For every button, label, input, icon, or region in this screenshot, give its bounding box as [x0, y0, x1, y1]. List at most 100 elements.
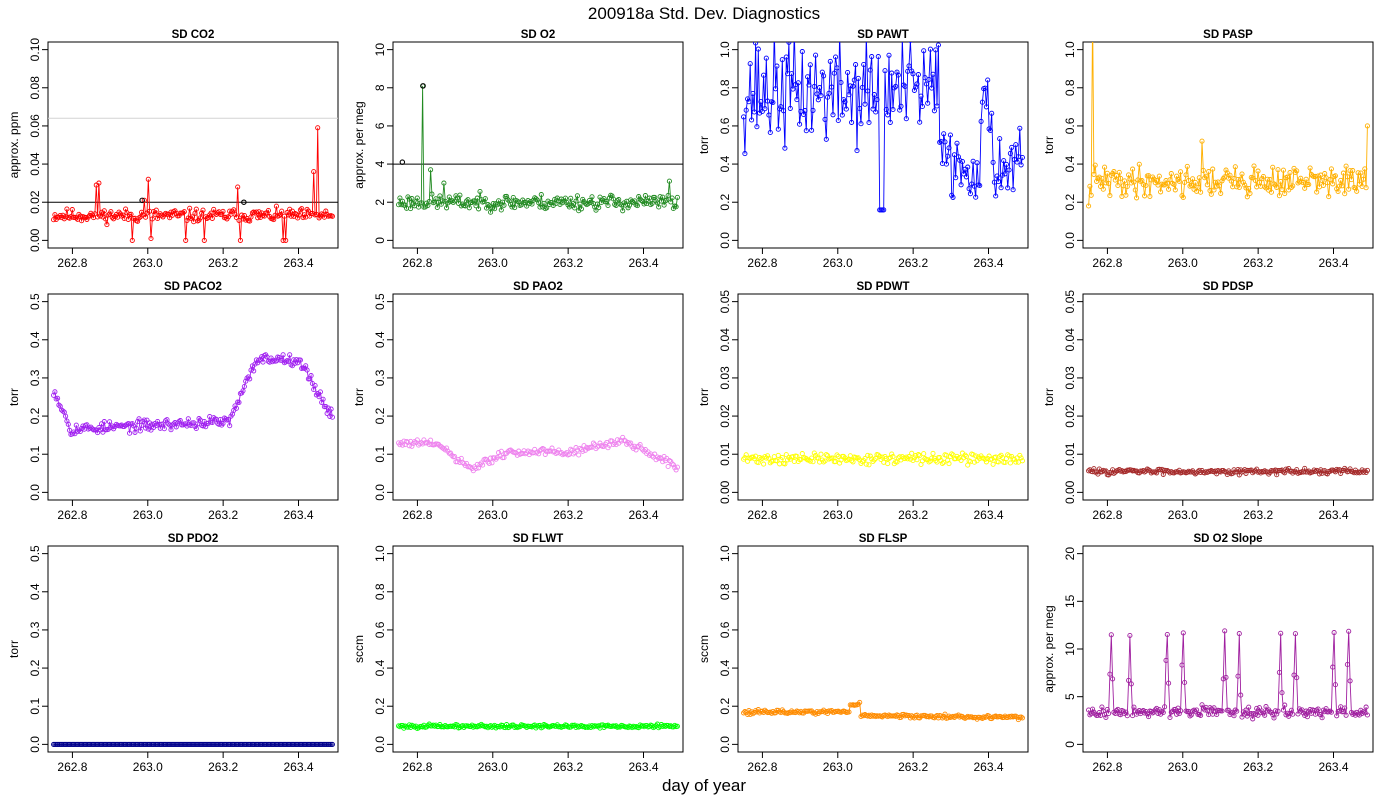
data-point — [950, 194, 956, 200]
data-point — [151, 208, 157, 215]
data-point — [141, 197, 147, 203]
data-point — [982, 85, 988, 91]
data-point — [509, 204, 515, 210]
data-point — [765, 453, 771, 459]
data-point — [1198, 189, 1204, 195]
data-point — [155, 215, 161, 222]
data-point — [498, 207, 504, 213]
data-point — [1284, 174, 1290, 180]
data-point — [953, 175, 959, 181]
data-point — [297, 357, 303, 363]
data-point — [1159, 708, 1165, 714]
y-tick-label: 0.04 — [718, 328, 732, 352]
data-point — [847, 83, 853, 89]
data-point — [1236, 631, 1242, 637]
data-point — [541, 200, 547, 206]
data-point — [1260, 173, 1266, 180]
data-point — [1240, 179, 1246, 185]
data-point — [596, 205, 602, 211]
data-point — [1167, 714, 1173, 721]
data-point — [743, 452, 749, 458]
data-point — [1182, 179, 1188, 185]
data-point — [572, 449, 578, 456]
data-point — [561, 198, 567, 204]
data-point — [656, 204, 662, 210]
y-tick-label: 0.0 — [373, 736, 387, 753]
panel-title: SD PAWT — [857, 29, 909, 41]
data-point — [261, 213, 267, 219]
data-point — [1110, 676, 1116, 682]
data-point — [1244, 194, 1250, 200]
data-point — [827, 58, 833, 64]
data-point — [921, 48, 927, 54]
data-point — [995, 179, 1001, 185]
data-point — [946, 461, 952, 467]
data-point — [939, 460, 945, 466]
data-point — [1239, 171, 1245, 177]
data-point — [185, 416, 191, 422]
data-point — [315, 125, 321, 131]
data-point — [244, 375, 250, 381]
data-point — [937, 454, 943, 461]
data-point — [1246, 185, 1252, 192]
y-tick-label: 0.6 — [1063, 117, 1077, 134]
data-point — [449, 452, 455, 459]
data-point — [1282, 191, 1288, 197]
data-point — [978, 118, 984, 124]
data-point — [1187, 713, 1193, 719]
y-tick-label: 0.3 — [28, 621, 42, 638]
data-point — [153, 207, 159, 213]
data-point — [894, 69, 900, 75]
data-point — [1279, 186, 1285, 193]
data-point — [915, 72, 921, 78]
data-point — [253, 209, 259, 215]
data-point — [1355, 170, 1361, 176]
data-point — [492, 455, 498, 461]
panel-title: SD PDO2 — [168, 533, 219, 545]
data-point — [989, 456, 995, 462]
data-point — [233, 214, 239, 221]
data-point — [421, 437, 427, 443]
data-point — [745, 96, 751, 102]
data-point — [524, 203, 530, 209]
data-point — [1122, 178, 1128, 184]
data-point — [1364, 712, 1370, 718]
data-point — [763, 55, 769, 61]
data-point — [295, 360, 301, 366]
data-point — [792, 28, 796, 32]
plot-frame — [392, 293, 684, 501]
data-point — [750, 711, 756, 717]
data-point — [782, 461, 788, 467]
data-point — [1220, 676, 1226, 682]
data-point — [1284, 710, 1290, 716]
x-tick-label: 263.2 — [553, 256, 583, 270]
data-point — [296, 212, 302, 218]
data-point — [188, 215, 194, 221]
data-point — [572, 205, 578, 211]
data-point — [961, 171, 967, 177]
data-point — [761, 72, 767, 78]
data-point — [1328, 166, 1334, 172]
y-tick-label: 0.05 — [718, 290, 732, 314]
data-point — [397, 195, 403, 201]
data-point — [1102, 164, 1108, 170]
data-point — [324, 410, 330, 416]
y-tick-label: 15 — [1063, 594, 1077, 608]
data-point — [846, 92, 852, 98]
data-point — [1320, 182, 1326, 188]
x-tick-label: 262.8 — [1092, 256, 1122, 270]
data-point — [857, 105, 863, 112]
data-point — [1142, 193, 1148, 199]
data-point — [84, 422, 90, 428]
data-point — [197, 215, 203, 221]
data-point — [534, 197, 540, 203]
data-point — [822, 458, 828, 464]
data-point — [660, 459, 666, 465]
y-tick-label: 0.1 — [28, 698, 42, 715]
data-point — [951, 152, 957, 158]
data-point — [818, 451, 824, 457]
data-point — [1342, 705, 1348, 711]
x-tick-label: 262.8 — [402, 760, 432, 774]
x-tick-label: 263.0 — [1168, 256, 1198, 270]
data-point — [626, 202, 632, 208]
